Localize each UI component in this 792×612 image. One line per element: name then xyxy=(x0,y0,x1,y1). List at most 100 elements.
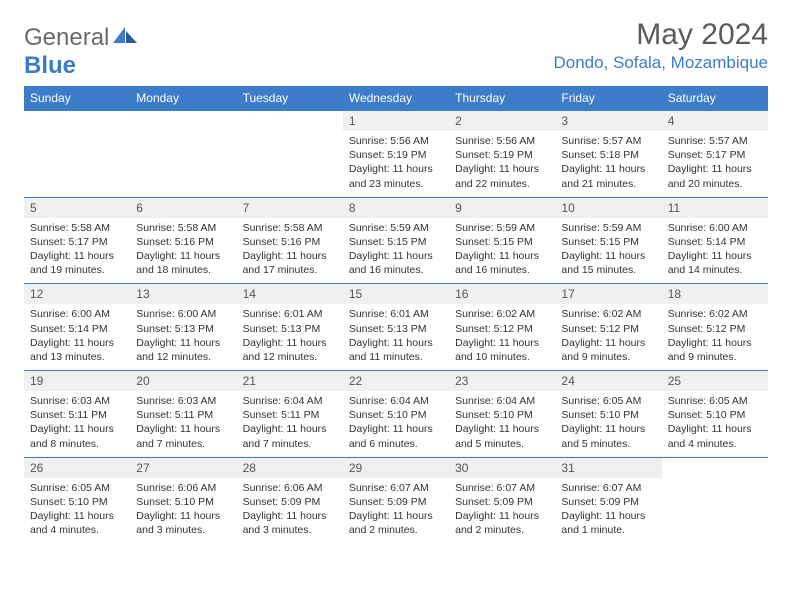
day-number-cell: 16 xyxy=(449,284,555,305)
daylight-line: Daylight: 11 hours and 8 minutes. xyxy=(30,422,124,450)
sunrise-line: Sunrise: 5:57 AM xyxy=(668,134,762,148)
weekday-header-row: SundayMondayTuesdayWednesdayThursdayFrid… xyxy=(24,86,768,111)
daylight-line: Daylight: 11 hours and 15 minutes. xyxy=(561,249,655,277)
sunset-line: Sunset: 5:10 PM xyxy=(30,495,124,509)
day-number-cell: 1 xyxy=(343,111,449,132)
day-number-cell: 8 xyxy=(343,197,449,218)
daylight-line: Daylight: 11 hours and 5 minutes. xyxy=(455,422,549,450)
brand-part1: General xyxy=(24,24,109,51)
day-detail-row: Sunrise: 5:56 AMSunset: 5:19 PMDaylight:… xyxy=(24,131,768,197)
day-detail-cell xyxy=(662,478,768,544)
day-detail-cell: Sunrise: 6:04 AMSunset: 5:11 PMDaylight:… xyxy=(237,391,343,457)
day-detail-cell xyxy=(24,131,130,197)
day-number-cell: 9 xyxy=(449,197,555,218)
location-subtitle: Dondo, Sofala, Mozambique xyxy=(553,53,768,73)
day-detail-cell: Sunrise: 6:02 AMSunset: 5:12 PMDaylight:… xyxy=(555,304,661,370)
day-number-cell: 15 xyxy=(343,284,449,305)
daylight-line: Daylight: 11 hours and 7 minutes. xyxy=(243,422,337,450)
day-number-cell: 30 xyxy=(449,457,555,478)
day-detail-row: Sunrise: 6:00 AMSunset: 5:14 PMDaylight:… xyxy=(24,304,768,370)
day-detail-cell: Sunrise: 5:56 AMSunset: 5:19 PMDaylight:… xyxy=(449,131,555,197)
sunrise-line: Sunrise: 6:00 AM xyxy=(136,307,230,321)
day-detail-cell: Sunrise: 6:03 AMSunset: 5:11 PMDaylight:… xyxy=(130,391,236,457)
sunrise-line: Sunrise: 6:03 AM xyxy=(136,394,230,408)
sunset-line: Sunset: 5:16 PM xyxy=(136,235,230,249)
sunset-line: Sunset: 5:18 PM xyxy=(561,148,655,162)
sunrise-line: Sunrise: 6:00 AM xyxy=(668,221,762,235)
month-title: May 2024 xyxy=(553,18,768,51)
daylight-line: Daylight: 11 hours and 18 minutes. xyxy=(136,249,230,277)
sunset-line: Sunset: 5:17 PM xyxy=(30,235,124,249)
day-number-cell: 27 xyxy=(130,457,236,478)
daylight-line: Daylight: 11 hours and 23 minutes. xyxy=(349,162,443,190)
brand-text: General Blue xyxy=(24,24,139,80)
sunrise-line: Sunrise: 5:58 AM xyxy=(30,221,124,235)
daylight-line: Daylight: 11 hours and 5 minutes. xyxy=(561,422,655,450)
sunset-line: Sunset: 5:14 PM xyxy=(30,322,124,336)
sunset-line: Sunset: 5:13 PM xyxy=(349,322,443,336)
day-number-cell xyxy=(237,111,343,132)
sunset-line: Sunset: 5:10 PM xyxy=(136,495,230,509)
sunset-line: Sunset: 5:09 PM xyxy=(455,495,549,509)
day-number-cell: 12 xyxy=(24,284,130,305)
daylight-line: Daylight: 11 hours and 14 minutes. xyxy=(668,249,762,277)
sunset-line: Sunset: 5:12 PM xyxy=(561,322,655,336)
daylight-line: Daylight: 11 hours and 22 minutes. xyxy=(455,162,549,190)
day-detail-cell: Sunrise: 5:57 AMSunset: 5:17 PMDaylight:… xyxy=(662,131,768,197)
sunset-line: Sunset: 5:13 PM xyxy=(243,322,337,336)
sunrise-line: Sunrise: 6:01 AM xyxy=(349,307,443,321)
day-detail-cell: Sunrise: 6:07 AMSunset: 5:09 PMDaylight:… xyxy=(343,478,449,544)
sunrise-line: Sunrise: 5:59 AM xyxy=(349,221,443,235)
daylight-line: Daylight: 11 hours and 12 minutes. xyxy=(136,336,230,364)
day-number-cell: 29 xyxy=(343,457,449,478)
day-number-cell: 25 xyxy=(662,371,768,392)
sunrise-line: Sunrise: 5:59 AM xyxy=(561,221,655,235)
day-detail-cell: Sunrise: 5:56 AMSunset: 5:19 PMDaylight:… xyxy=(343,131,449,197)
calendar-table: SundayMondayTuesdayWednesdayThursdayFrid… xyxy=(24,86,768,544)
sunrise-line: Sunrise: 6:07 AM xyxy=(349,481,443,495)
day-number-cell: 18 xyxy=(662,284,768,305)
sunset-line: Sunset: 5:10 PM xyxy=(561,408,655,422)
sunset-line: Sunset: 5:12 PM xyxy=(455,322,549,336)
day-detail-cell: Sunrise: 6:04 AMSunset: 5:10 PMDaylight:… xyxy=(343,391,449,457)
sunset-line: Sunset: 5:10 PM xyxy=(668,408,762,422)
day-number-cell: 21 xyxy=(237,371,343,392)
day-number-cell: 20 xyxy=(130,371,236,392)
daylight-line: Daylight: 11 hours and 16 minutes. xyxy=(349,249,443,277)
day-detail-cell: Sunrise: 6:06 AMSunset: 5:10 PMDaylight:… xyxy=(130,478,236,544)
day-detail-cell: Sunrise: 6:01 AMSunset: 5:13 PMDaylight:… xyxy=(343,304,449,370)
sunset-line: Sunset: 5:11 PM xyxy=(30,408,124,422)
sunrise-line: Sunrise: 6:00 AM xyxy=(30,307,124,321)
weekday-header: Thursday xyxy=(449,86,555,111)
sunset-line: Sunset: 5:09 PM xyxy=(561,495,655,509)
daylight-line: Daylight: 11 hours and 11 minutes. xyxy=(349,336,443,364)
day-number-cell: 22 xyxy=(343,371,449,392)
day-detail-cell: Sunrise: 6:00 AMSunset: 5:14 PMDaylight:… xyxy=(24,304,130,370)
sunrise-line: Sunrise: 6:06 AM xyxy=(243,481,337,495)
day-number-cell xyxy=(130,111,236,132)
sunset-line: Sunset: 5:13 PM xyxy=(136,322,230,336)
sunset-line: Sunset: 5:16 PM xyxy=(243,235,337,249)
day-detail-row: Sunrise: 6:03 AMSunset: 5:11 PMDaylight:… xyxy=(24,391,768,457)
day-detail-cell xyxy=(130,131,236,197)
header: General Blue May 2024 Dondo, Sofala, Moz… xyxy=(24,18,768,80)
sunrise-line: Sunrise: 5:56 AM xyxy=(349,134,443,148)
sunrise-line: Sunrise: 5:58 AM xyxy=(136,221,230,235)
sunrise-line: Sunrise: 6:01 AM xyxy=(243,307,337,321)
sunrise-line: Sunrise: 5:59 AM xyxy=(455,221,549,235)
day-number-cell: 7 xyxy=(237,197,343,218)
weekday-header: Wednesday xyxy=(343,86,449,111)
sunrise-line: Sunrise: 6:02 AM xyxy=(561,307,655,321)
sunrise-line: Sunrise: 6:02 AM xyxy=(455,307,549,321)
day-number-cell: 13 xyxy=(130,284,236,305)
sunrise-line: Sunrise: 5:56 AM xyxy=(455,134,549,148)
daylight-line: Daylight: 11 hours and 10 minutes. xyxy=(455,336,549,364)
daylight-line: Daylight: 11 hours and 21 minutes. xyxy=(561,162,655,190)
day-detail-cell: Sunrise: 5:59 AMSunset: 5:15 PMDaylight:… xyxy=(449,218,555,284)
weekday-header: Tuesday xyxy=(237,86,343,111)
day-number-cell: 23 xyxy=(449,371,555,392)
day-detail-cell: Sunrise: 6:07 AMSunset: 5:09 PMDaylight:… xyxy=(449,478,555,544)
day-number-cell: 3 xyxy=(555,111,661,132)
daylight-line: Daylight: 11 hours and 12 minutes. xyxy=(243,336,337,364)
daylight-line: Daylight: 11 hours and 9 minutes. xyxy=(668,336,762,364)
